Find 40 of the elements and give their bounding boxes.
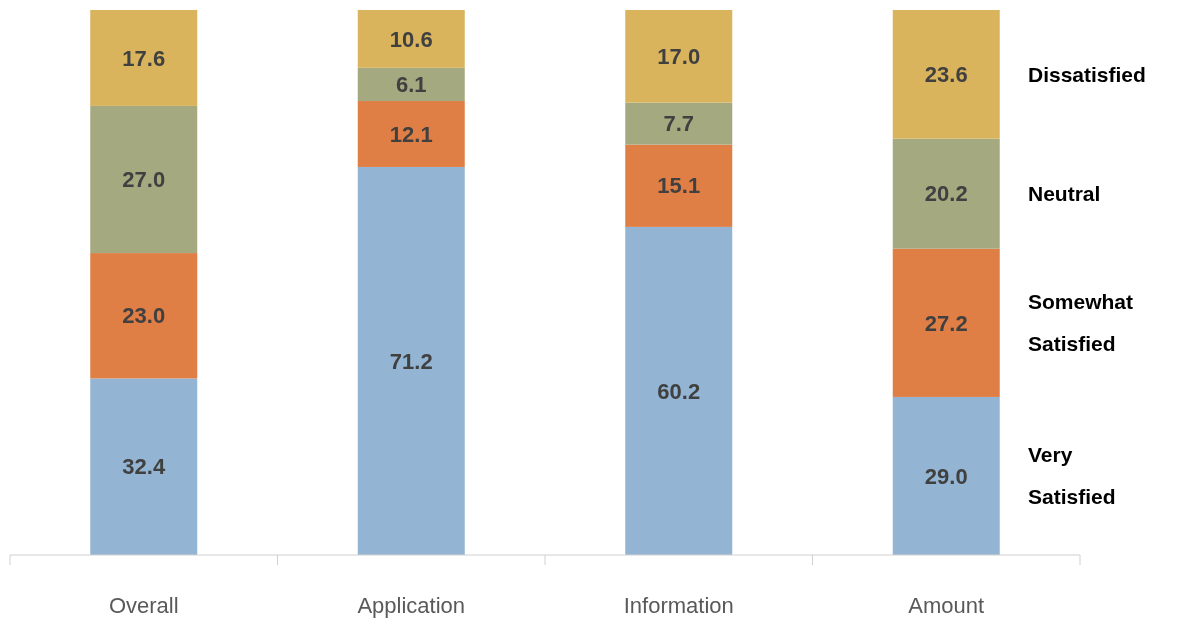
data-label: 17.0 bbox=[657, 44, 701, 70]
data-label: 12.1 bbox=[389, 121, 433, 147]
data-label: 27.2 bbox=[924, 310, 968, 336]
bar bbox=[625, 144, 733, 227]
x-tick-label: Information bbox=[623, 593, 734, 618]
data-label: 20.2 bbox=[924, 181, 968, 207]
series-label: Very Satisfied bbox=[1028, 443, 1116, 509]
bar bbox=[357, 166, 465, 555]
data-label: 10.6 bbox=[389, 26, 433, 52]
data-label: 17.6 bbox=[122, 45, 166, 71]
data-label: 15.1 bbox=[657, 173, 701, 199]
bar bbox=[892, 138, 1000, 249]
data-label: 32.4 bbox=[122, 454, 166, 480]
x-tick-label: Amount bbox=[908, 593, 985, 618]
bar bbox=[90, 10, 198, 106]
bar bbox=[625, 10, 733, 103]
bar bbox=[90, 378, 198, 555]
bar bbox=[892, 396, 1000, 555]
bar bbox=[892, 10, 1000, 139]
bar bbox=[625, 226, 733, 555]
series-label: Somewhat Satisfied bbox=[1028, 290, 1134, 356]
bar bbox=[90, 105, 198, 254]
data-label: 27.0 bbox=[122, 167, 166, 193]
bar bbox=[357, 10, 465, 68]
bar bbox=[357, 67, 465, 102]
bar bbox=[625, 102, 733, 145]
bar bbox=[357, 101, 465, 167]
x-tick-label: Overall bbox=[108, 593, 179, 618]
data-label: 6.1 bbox=[395, 72, 427, 98]
data-label: 29.0 bbox=[924, 463, 968, 489]
series-label: Neutral bbox=[1028, 182, 1101, 206]
series-label: Dissatisfied bbox=[1028, 62, 1146, 86]
data-label: 23.0 bbox=[122, 303, 166, 329]
data-label: 60.2 bbox=[657, 378, 701, 404]
data-label: 7.7 bbox=[663, 111, 695, 137]
data-label: 23.6 bbox=[924, 62, 968, 88]
x-tick-label: Application bbox=[357, 593, 466, 618]
bar bbox=[90, 253, 198, 379]
data-label: 71.2 bbox=[389, 348, 433, 374]
bar bbox=[892, 248, 1000, 397]
